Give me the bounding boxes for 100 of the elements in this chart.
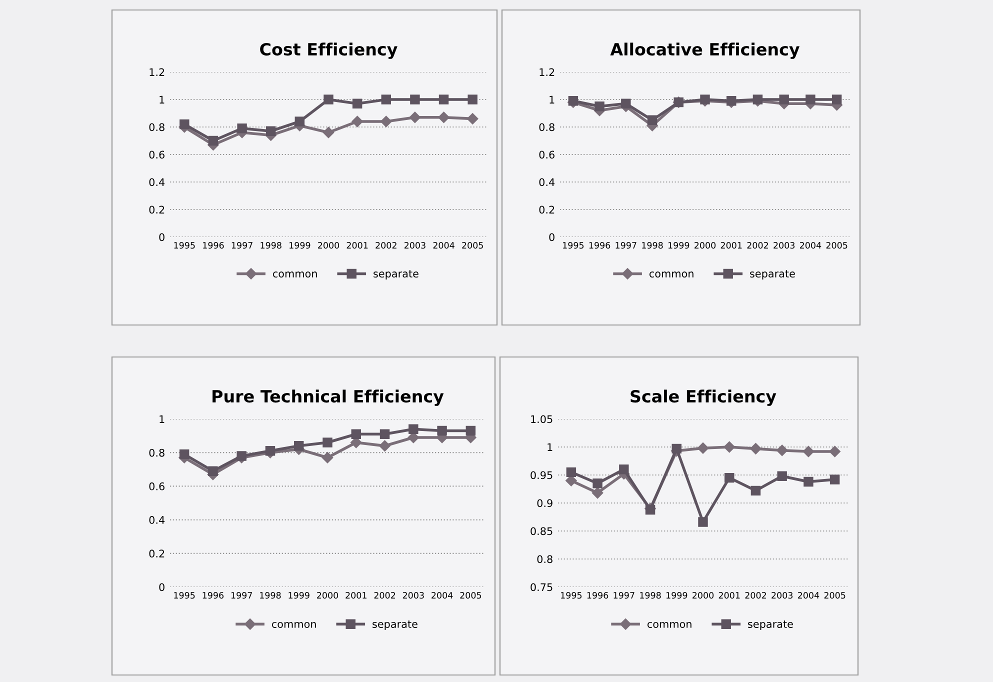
point [700,94,710,104]
y-tick-label: 0 [159,583,164,592]
point [410,94,420,104]
point [352,98,362,108]
x-tick-label: 2003 [772,592,793,599]
point [236,451,246,461]
point [352,116,363,128]
y-tick-label: 1 [548,443,552,451]
y-tick-label: 0.6 [149,482,164,490]
point [829,446,840,458]
point [438,94,449,104]
y-tick-label: 0.8 [149,448,164,457]
x-tick-label: 1999 [666,592,688,599]
x-tick-label: 2002 [747,242,768,249]
point [726,96,736,106]
y-tick-label: 0.4 [539,178,555,186]
x-tick-label: 2004 [800,242,822,249]
point [806,94,816,104]
x-tick-label: 2000 [692,592,714,599]
point [750,486,761,496]
point [466,426,476,436]
point [697,442,709,454]
y-tick-label: 1.05 [531,415,552,424]
x-tick-label: 2005 [826,242,848,249]
point [437,426,447,436]
y-tick-label: 0.9 [537,499,552,508]
point [621,98,631,108]
x-tick-label: 1998 [260,242,282,249]
y-tick-label: 0.8 [149,123,164,132]
point [724,441,735,453]
point [322,126,334,138]
x-tick-label: 2005 [462,242,483,249]
x-tick-label: 1996 [202,592,224,599]
point [180,119,190,130]
legend-label: separate [750,270,795,280]
y-tick-label: 1 [550,96,554,104]
y-tick-label: 0.2 [149,550,164,558]
point [619,464,629,474]
point [592,478,602,488]
point [592,487,604,499]
point [265,446,276,456]
x-tick-label: 1998 [640,592,661,599]
y-tick-label: 0.2 [539,206,554,214]
y-tick-label: 0.4 [149,516,165,524]
x-tick-label: 1997 [614,592,634,599]
point [776,444,788,456]
x-tick-label: 1995 [561,592,582,599]
chart-title: Pure Technical Efficiency [212,390,444,406]
y-tick-label: 0 [159,233,164,242]
point [237,124,247,134]
point [647,115,658,125]
x-tick-label: 1999 [668,242,690,249]
x-tick-label: 2003 [404,242,426,249]
y-tick-label: 0.2 [149,206,164,214]
point [408,424,418,434]
x-tick-label: 1996 [589,242,610,249]
y-tick-label: 0.6 [539,150,554,159]
point [294,441,304,451]
point [294,116,305,126]
x-tick-label: 1996 [203,242,224,249]
x-tick-label: 1997 [232,242,252,249]
point [724,472,734,483]
point [322,452,334,464]
y-tick-label: 0.75 [530,583,552,592]
legend-label: separate [748,620,793,630]
x-tick-label: 2004 [433,242,454,249]
y-tick-label: 0.6 [149,150,164,159]
x-tick-label: 2005 [460,592,482,599]
point [208,466,218,476]
point [777,471,787,481]
legend-label: common [649,272,694,278]
x-tick-label: 2003 [774,242,795,249]
x-tick-label: 2003 [402,592,424,599]
x-tick-label: 2000 [694,242,716,249]
point [594,102,604,112]
chart-title: Scale Efficiency [630,390,776,406]
legend-label: common [272,272,317,278]
y-tick-label: 0 [549,233,554,242]
x-tick-label: 1995 [563,242,584,249]
point [750,443,762,454]
point [672,444,682,454]
point [379,440,390,452]
x-tick-label: 2004 [798,592,820,599]
point [802,446,814,458]
legend-label: separate [372,620,418,630]
x-tick-label: 2001 [346,242,368,249]
point [380,116,392,128]
point [179,449,190,460]
point [832,94,842,104]
point [208,136,218,146]
point [466,113,478,124]
y-tick-label: 1 [160,96,164,104]
x-tick-label: 1995 [174,242,195,249]
chart-title: Cost Efficiency [260,42,398,59]
x-tick-label: 1996 [587,592,608,599]
point [698,517,708,527]
x-tick-label: 2000 [317,592,338,599]
legend-label: separate [374,270,418,280]
y-tick-label: 0.8 [537,555,552,564]
x-tick-label: 1998 [642,242,663,249]
